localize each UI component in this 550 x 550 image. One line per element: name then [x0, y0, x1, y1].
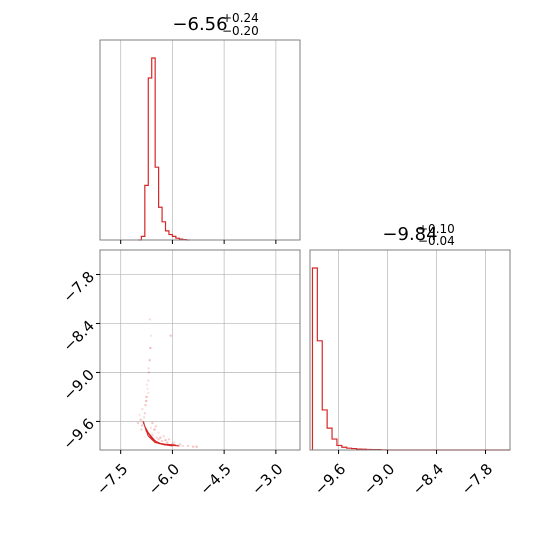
sample-point: [157, 438, 160, 441]
title-param1: −6.56: [172, 14, 227, 35]
xtick-label: −6.0: [145, 460, 183, 498]
grid-joint: [100, 250, 300, 450]
frame-param1-marginal: [99, 39, 301, 241]
sample-point: [145, 395, 148, 399]
ytick-label: −9.6: [60, 415, 98, 453]
ytick-label: −9.0: [60, 366, 98, 404]
sample-point: [143, 412, 147, 415]
sample-point: [153, 428, 156, 431]
marginal-panel-param2: −9.84 +0.10 −0.04: [309, 222, 511, 454]
sample-point: [169, 334, 172, 337]
xtick-label: −7.8: [458, 460, 496, 498]
sample-point: [138, 413, 141, 417]
sample-point: [140, 428, 143, 431]
sample-point: [157, 431, 160, 435]
title-param1-median: −6.56: [172, 14, 227, 35]
ytick-label: −8.4: [60, 317, 98, 355]
xtick-label: −3.0: [248, 460, 286, 498]
title-param1-upper: +0.24: [222, 11, 259, 25]
sample-point: [172, 441, 176, 444]
sample-point: [141, 407, 144, 411]
sample-point: [155, 436, 159, 439]
joint-samples: [136, 318, 198, 448]
title-param1-lower: −0.20: [222, 24, 259, 38]
marginal-panel-param1: −6.56 +0.24 −0.20: [99, 11, 301, 244]
sample-point: [151, 421, 154, 425]
sample-point: [149, 426, 153, 430]
sample-point: [136, 421, 140, 425]
sample-point: [145, 383, 149, 386]
sample-point: [151, 434, 154, 437]
xtick-label: −9.6: [311, 460, 349, 498]
sample-point: [142, 416, 146, 419]
ticks-param2-marginal: [338, 450, 487, 454]
grid-param1-marginal: [120, 40, 277, 240]
frame-param2-marginal: [309, 249, 511, 451]
sample-point: [147, 379, 150, 382]
xtick-label: −9.0: [360, 460, 398, 498]
sample-point: [181, 444, 184, 448]
title-param2-median: −9.84: [382, 224, 437, 245]
histogram-param2: [311, 267, 510, 451]
sample-point: [159, 436, 162, 439]
sample-point: [146, 387, 149, 390]
xtick-labels-param1: −7.5 −6.0 −4.5 −3.0: [93, 460, 287, 498]
sample-point: [149, 346, 152, 350]
sample-point: [149, 334, 153, 337]
sample-point: [191, 445, 195, 448]
xtick-label: −8.4: [409, 460, 447, 498]
sample-point: [160, 439, 164, 443]
sample-point: [140, 424, 144, 427]
sample-point: [186, 444, 190, 448]
xtick-label: −4.5: [196, 460, 234, 498]
sample-point: [154, 425, 158, 428]
joint-contours: [142, 421, 180, 447]
xtick-label: −7.5: [93, 460, 131, 498]
sample-point: [147, 367, 150, 370]
histogram-param1: [137, 57, 190, 241]
sample-point: [195, 445, 198, 448]
sample-point: [148, 318, 152, 321]
joint-panel: [96, 249, 301, 454]
sample-point: [164, 439, 167, 442]
title-param2-lower: −0.04: [418, 234, 455, 248]
sample-point: [178, 443, 182, 446]
title-param2: −9.84: [382, 224, 437, 245]
ticks-param1-marginal: [120, 240, 277, 244]
sample-point: [147, 391, 150, 395]
contour-line: [147, 432, 166, 446]
sample-point: [167, 438, 171, 441]
ticks-joint: [96, 273, 277, 454]
sample-point: [148, 359, 151, 362]
sample-point: [162, 434, 165, 438]
title-param2-upper: +0.10: [418, 222, 455, 236]
sample-point: [166, 441, 169, 444]
sample-point: [147, 371, 151, 374]
sample-point: [139, 418, 142, 421]
ytick-labels-param2: −9.6 −9.0 −8.4 −7.8: [60, 268, 98, 453]
frame-joint: [99, 249, 301, 451]
xtick-labels-param2: −9.6 −9.0 −8.4 −7.8: [311, 460, 496, 498]
sample-point: [145, 399, 148, 403]
sample-point: [144, 403, 147, 407]
grid-param2-marginal: [338, 250, 486, 450]
sample-point: [150, 432, 153, 435]
ytick-label: −7.8: [60, 268, 98, 306]
